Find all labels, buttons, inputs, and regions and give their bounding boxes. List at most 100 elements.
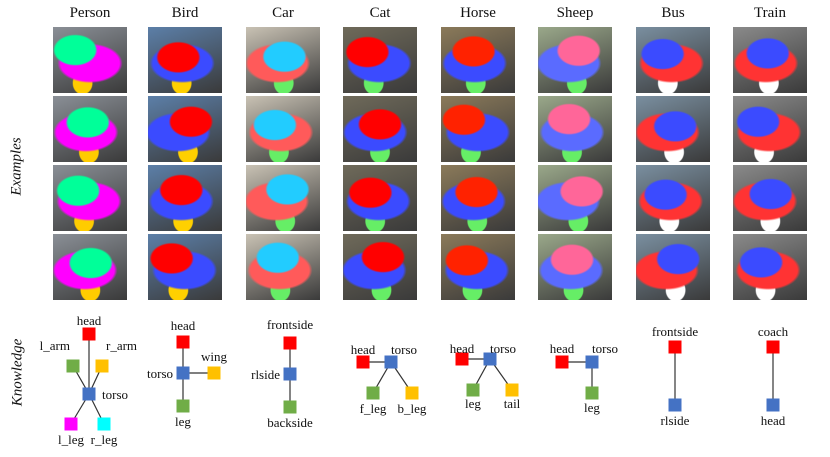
knowledge-graph-horse: head torso leg tail bbox=[450, 341, 521, 411]
graph-node-label: backside bbox=[267, 415, 313, 430]
graph-node-label: b_leg bbox=[398, 401, 427, 416]
graph-node-torso bbox=[176, 366, 190, 380]
graph-node-label: f_leg bbox=[360, 401, 387, 416]
knowledge-graph-bird: head torso wing leg bbox=[147, 318, 228, 429]
example-image bbox=[732, 233, 808, 301]
example-image bbox=[52, 164, 128, 232]
graph-node-label: leg bbox=[465, 396, 481, 411]
column-header-sheep: Sheep bbox=[556, 5, 594, 21]
example-image bbox=[537, 164, 613, 232]
example-image bbox=[245, 26, 321, 94]
column-header-bird: Bird bbox=[171, 5, 199, 21]
example-image bbox=[635, 26, 711, 94]
example-image bbox=[440, 164, 516, 232]
graph-node-label: torso bbox=[592, 341, 618, 356]
example-image bbox=[245, 95, 321, 163]
example-image bbox=[635, 164, 711, 232]
example-image bbox=[342, 26, 418, 94]
example-image bbox=[440, 26, 516, 94]
example-image bbox=[52, 26, 128, 94]
graph-node-label: wing bbox=[201, 349, 228, 364]
example-image bbox=[732, 95, 808, 163]
column-header-person: Person bbox=[69, 5, 111, 21]
column-header-train: Train bbox=[754, 5, 786, 21]
example-image bbox=[635, 233, 711, 301]
graph-node-label: frontside bbox=[652, 324, 698, 339]
graph-node-leg bbox=[176, 399, 190, 413]
graph-node-rlside bbox=[668, 398, 682, 412]
graph-node-label: rlside bbox=[661, 413, 690, 428]
graph-node-label: head bbox=[171, 318, 196, 333]
graph-node-label: head bbox=[550, 341, 575, 356]
example-image bbox=[147, 233, 223, 301]
graph-node-torso bbox=[384, 355, 398, 369]
knowledge-graph-train: coach head bbox=[758, 324, 789, 428]
example-image bbox=[440, 233, 516, 301]
example-image bbox=[342, 95, 418, 163]
knowledge-graph-sheep: head torso leg bbox=[550, 341, 618, 415]
graph-node-label: frontside bbox=[267, 317, 313, 332]
example-image bbox=[537, 95, 613, 163]
example-image bbox=[147, 95, 223, 163]
example-image bbox=[147, 164, 223, 232]
knowledge-graph-bus: frontside rlside bbox=[652, 324, 698, 428]
example-image bbox=[342, 233, 418, 301]
example-image bbox=[732, 26, 808, 94]
graph-node-head bbox=[356, 355, 370, 369]
graph-node-coach bbox=[766, 340, 780, 354]
graph-node-leg bbox=[466, 383, 480, 397]
example-image bbox=[147, 26, 223, 94]
column-header-bus: Bus bbox=[661, 5, 685, 21]
graph-node-label: torso bbox=[102, 387, 128, 402]
example-image bbox=[635, 95, 711, 163]
graph-node-label: head bbox=[351, 342, 376, 357]
graph-node-head bbox=[82, 327, 96, 341]
graph-node-head bbox=[455, 352, 469, 366]
example-image bbox=[342, 164, 418, 232]
graph-node-label: l_leg bbox=[58, 432, 84, 447]
graph-node-leg bbox=[585, 386, 599, 400]
graph-node-r-leg bbox=[97, 417, 111, 431]
knowledge-graph-cat: head torso f_leg b_leg bbox=[351, 342, 427, 416]
graph-node-l-arm bbox=[66, 359, 80, 373]
graph-node-torso bbox=[483, 352, 497, 366]
graph-node-head bbox=[555, 355, 569, 369]
graph-node-torso bbox=[82, 387, 96, 401]
knowledge-graph-car: frontside rlside backside bbox=[251, 317, 313, 430]
graph-node-tail bbox=[505, 383, 519, 397]
example-image bbox=[52, 95, 128, 163]
graph-node-label: rlside bbox=[251, 367, 280, 382]
example-image bbox=[732, 164, 808, 232]
graph-node-label: torso bbox=[147, 366, 173, 381]
graph-node-frontside bbox=[668, 340, 682, 354]
column-header-cat: Cat bbox=[369, 5, 391, 21]
graph-node-r-arm bbox=[95, 359, 109, 373]
graph-node-label: torso bbox=[391, 342, 417, 357]
graph-node-label: tail bbox=[504, 396, 521, 411]
graph-node-label: head bbox=[450, 341, 475, 356]
graph-node-b-leg bbox=[405, 386, 419, 400]
graph-node-head bbox=[176, 335, 190, 349]
graph-node-wing bbox=[207, 366, 221, 380]
graph-node-backside bbox=[283, 400, 297, 414]
column-header-car: Car bbox=[272, 5, 294, 21]
graph-node-label: coach bbox=[758, 324, 789, 339]
graph-node-label: head bbox=[761, 413, 786, 428]
graph-node-head bbox=[766, 398, 780, 412]
graph-node-rlside bbox=[283, 367, 297, 381]
graph-node-label: head bbox=[77, 313, 102, 328]
graph-node-f-leg bbox=[366, 386, 380, 400]
graph-node-label: leg bbox=[584, 400, 600, 415]
example-image bbox=[440, 95, 516, 163]
column-header-horse: Horse bbox=[460, 5, 496, 21]
example-image bbox=[245, 233, 321, 301]
graph-node-label: r_arm bbox=[106, 338, 137, 353]
graph-node-label: torso bbox=[490, 341, 516, 356]
graph-node-torso bbox=[585, 355, 599, 369]
graph-node-label: leg bbox=[175, 414, 191, 429]
graph-node-l-leg bbox=[64, 417, 78, 431]
example-image bbox=[245, 164, 321, 232]
example-image bbox=[537, 233, 613, 301]
